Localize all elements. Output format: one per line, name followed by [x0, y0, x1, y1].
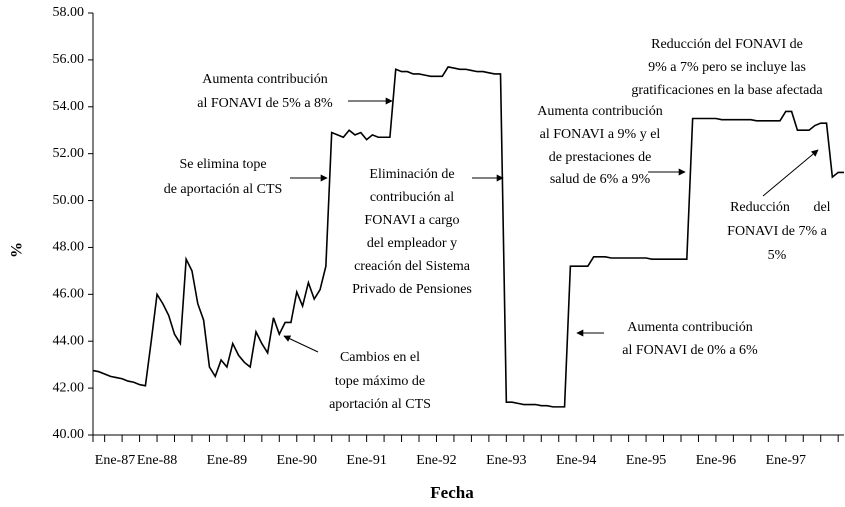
- y-tick-label: 40.00: [53, 427, 85, 442]
- y-axis-title: %: [9, 242, 26, 258]
- y-tick-label: 44.00: [53, 333, 85, 348]
- annotation-text: de aportación al CTS: [164, 182, 283, 197]
- annotation-text: 5%: [768, 248, 787, 263]
- annotation-text: Cambios en el: [340, 350, 420, 365]
- annotation-text: Aumenta contribución: [627, 320, 753, 335]
- y-tick-label: 46.00: [53, 287, 85, 302]
- annotation-text: contribución al: [370, 190, 454, 205]
- annotation-text: creación del Sistema: [354, 259, 471, 274]
- x-tick-label: Ene-87: [95, 453, 135, 468]
- annotation-text: tope máximo de: [335, 374, 425, 389]
- annotation-text: Reducción del FONAVI de: [651, 37, 803, 52]
- x-tick-label: Ene-89: [207, 453, 247, 468]
- annotation-text: Eliminación de: [369, 167, 454, 182]
- x-tick-label: Ene-96: [696, 453, 736, 468]
- x-tick-label: Ene-95: [626, 453, 666, 468]
- annotation-text: del empleador y: [367, 236, 457, 251]
- x-tick-label: Ene-97: [766, 453, 806, 468]
- annotation-text: Reducción: [730, 200, 790, 215]
- annotation-text: Aumenta contribución: [202, 72, 328, 87]
- y-tick-label: 52.00: [53, 146, 85, 161]
- annotation-text: del: [813, 200, 830, 215]
- x-axis-title: Fecha: [430, 483, 474, 502]
- x-tick-label: Ene-91: [346, 453, 386, 468]
- x-tick-label: Ene-94: [556, 453, 596, 468]
- annotation-text: al FONAVI de 0% a 6%: [622, 343, 758, 358]
- annotation-text: aportación al CTS: [329, 397, 431, 412]
- annotation-text: salud de 6% a 9%: [550, 172, 651, 187]
- y-tick-label: 54.00: [53, 99, 85, 114]
- annotation-arrow: [283, 335, 319, 353]
- x-tick-label: Ene-92: [416, 453, 456, 468]
- x-tick-label: Ene-90: [277, 453, 317, 468]
- annotation-text: gratificaciones en la base afectada: [631, 83, 823, 98]
- y-tick-label: 50.00: [53, 193, 85, 208]
- annotation-text: 9% a 7% pero se incluye las: [648, 60, 806, 75]
- annotation-text: Privado de Pensiones: [352, 282, 472, 297]
- annotation-text: FONAVI de 7% a: [727, 224, 827, 239]
- annotation-text: al FONAVI a 9% y el: [540, 127, 661, 142]
- line-series: [92, 66, 844, 408]
- annotation-text: FONAVI a cargo: [364, 213, 459, 228]
- x-tick-label: Ene-93: [486, 453, 526, 468]
- y-tick-label: 56.00: [53, 52, 85, 67]
- y-tick-label: 58.00: [53, 5, 85, 20]
- annotation-text: Se elimina tope: [179, 157, 266, 172]
- x-tick-label: Ene-88: [137, 453, 177, 468]
- annotation-text: al FONAVI de 5% a 8%: [197, 96, 333, 111]
- y-tick-label: 48.00: [53, 240, 85, 255]
- annotation-arrow: [762, 149, 819, 197]
- annotation-text: Aumenta contribución: [537, 104, 663, 119]
- y-tick-label: 42.00: [53, 380, 85, 395]
- annotation-text: de prestaciones de: [549, 150, 652, 165]
